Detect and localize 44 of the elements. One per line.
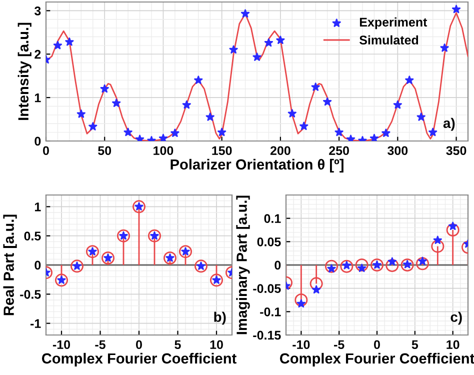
legend-label: Experiment <box>360 17 428 30</box>
x-tick-label: 50 <box>98 146 112 156</box>
y-tick-label: 3 <box>34 6 41 16</box>
y-axis-title: Real Part [a.u.] <box>3 214 17 316</box>
x-tick-label: 200 <box>270 146 290 156</box>
x-axis-title: Polarizer Orientation θ [º] <box>170 158 344 172</box>
x-tick-label: 150 <box>212 146 232 156</box>
x-tick-label: -10 <box>52 340 70 350</box>
y-tick-label: 0.1 <box>264 214 281 223</box>
y-tick-label: 0.05 <box>257 237 281 246</box>
x-tick-label: 100 <box>154 146 174 156</box>
x-tick-label: 250 <box>329 146 349 156</box>
x-axis-title: Complex Fourier Coefficient <box>280 352 474 366</box>
y-tick-label: -0.15 <box>253 330 281 340</box>
y-tick-label: 1 <box>34 93 41 102</box>
y-axis-title: Imaginary Part [a.u.] <box>236 196 250 334</box>
y-tick-label: -0.5 <box>20 290 41 299</box>
annotation: b) <box>214 312 226 325</box>
y-tick-label: 0 <box>34 260 41 270</box>
x-tick-label: 0 <box>43 146 49 156</box>
y-axis-title: Intensity [a.u.] <box>18 22 32 120</box>
x-tick-label: 10 <box>446 340 460 350</box>
x-tick-label: 5 <box>412 340 418 350</box>
x-tick-label: -10 <box>292 340 310 350</box>
x-tick-label: 0 <box>374 340 380 350</box>
x-tick-label: -5 <box>95 340 106 350</box>
y-tick-label: -1 <box>30 319 41 328</box>
annotation: c) <box>450 312 462 325</box>
x-tick-label: 350 <box>446 146 466 156</box>
x-tick-label: 10 <box>210 340 223 350</box>
x-tick-label: 300 <box>388 146 408 156</box>
y-tick-label: -0.1 <box>260 307 281 316</box>
y-tick-label: 0 <box>274 260 281 270</box>
legend-label: Simulated <box>359 35 418 45</box>
y-tick-label: 0.5 <box>24 232 41 240</box>
y-tick-label: 1 <box>34 202 41 212</box>
x-tick-label: 5 <box>174 340 181 350</box>
x-tick-label: -5 <box>334 340 344 350</box>
y-tick-label: -0.05 <box>253 284 281 293</box>
x-tick-label: 0 <box>136 340 142 350</box>
annotation: a) <box>443 118 455 131</box>
y-tick-label: 2 <box>34 50 41 59</box>
x-axis-title: Complex Fourier Coefficient <box>42 352 236 366</box>
y-tick-label: 0 <box>34 136 41 146</box>
